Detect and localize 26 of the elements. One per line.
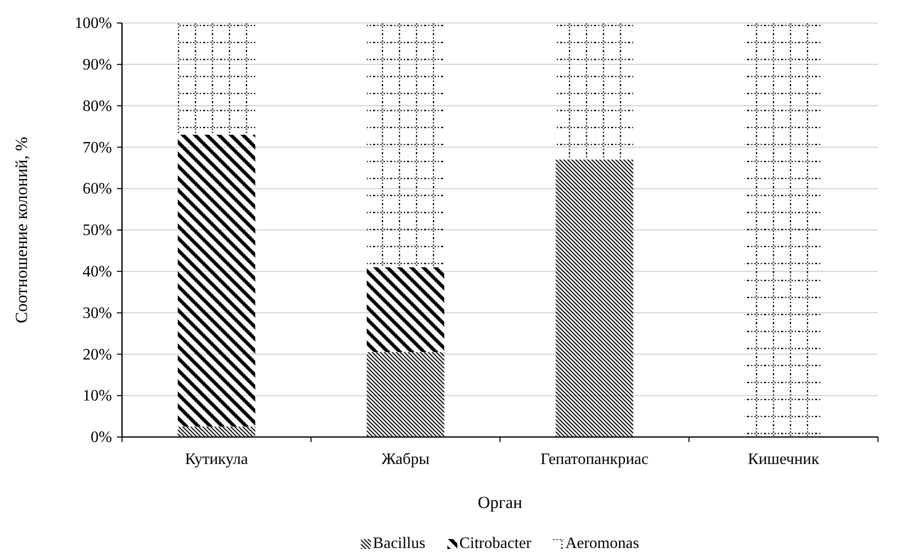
bar — [556, 160, 634, 437]
y-tick-label: 80% — [82, 98, 112, 115]
y-tick-label: 20% — [82, 346, 112, 364]
y-tick-label: 0% — [90, 429, 112, 446]
bar — [178, 426, 256, 437]
y-axis-title: Соотношение колоний, % — [12, 136, 31, 324]
y-tick-label: 70% — [82, 139, 112, 156]
x-tick-label: Кишечник — [748, 451, 820, 468]
x-tick-label: Жабры — [382, 451, 430, 468]
y-tick-label: 40% — [82, 264, 112, 281]
legend-label: Bacillus — [372, 535, 426, 552]
x-tick-label: Гепатопанкриас — [540, 451, 648, 468]
legend-label: Aeromonas — [565, 535, 640, 552]
bar — [178, 23, 256, 135]
bar — [366, 352, 444, 437]
y-tick-label: 60% — [82, 180, 112, 198]
bar — [178, 134, 256, 427]
y-tick-label: 10% — [82, 388, 112, 405]
y-tick-label: 100% — [74, 15, 112, 32]
legend-label: Citrobacter — [459, 535, 532, 552]
y-tick-label: 90% — [82, 56, 112, 74]
x-axis-title: Орган — [478, 493, 522, 512]
y-tick-label: 30% — [82, 304, 112, 322]
x-tick-label: Кутикула — [185, 451, 248, 468]
y-tick-label: 50% — [82, 222, 112, 240]
bar — [366, 267, 444, 352]
